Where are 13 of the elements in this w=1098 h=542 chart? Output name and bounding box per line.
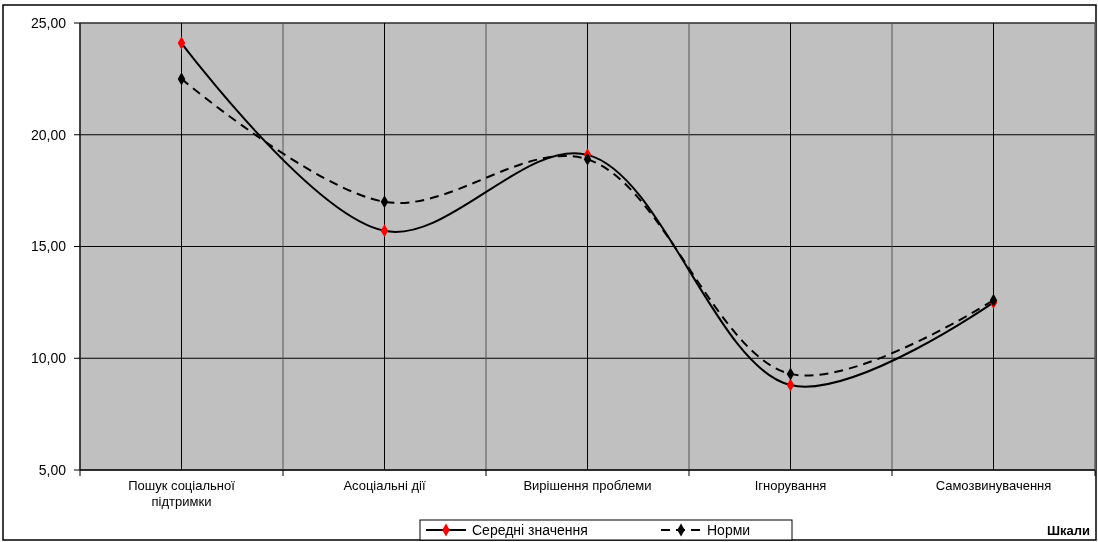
legend-label: Середні значення [472, 522, 588, 538]
x-tick-label: Пошук соціальної підтримки [128, 478, 236, 509]
x-tick-label: Самозвинувачення [935, 478, 1052, 493]
y-tick-label: 15,00 [30, 238, 67, 255]
y-tick-label: 25,00 [30, 14, 67, 31]
legend-label: Норми [707, 522, 751, 538]
x-tick-label: Ігнорування [754, 478, 827, 493]
y-tick-label: 20,00 [30, 126, 67, 143]
x-tick-label: Асоціальні дії [343, 478, 426, 493]
y-tick-label: 10,00 [30, 350, 67, 367]
x-tick-label: Вирішення проблеми [523, 478, 652, 493]
y-tick-label: 5,00 [38, 461, 67, 478]
x-axis-title: Шкали [1046, 523, 1090, 538]
